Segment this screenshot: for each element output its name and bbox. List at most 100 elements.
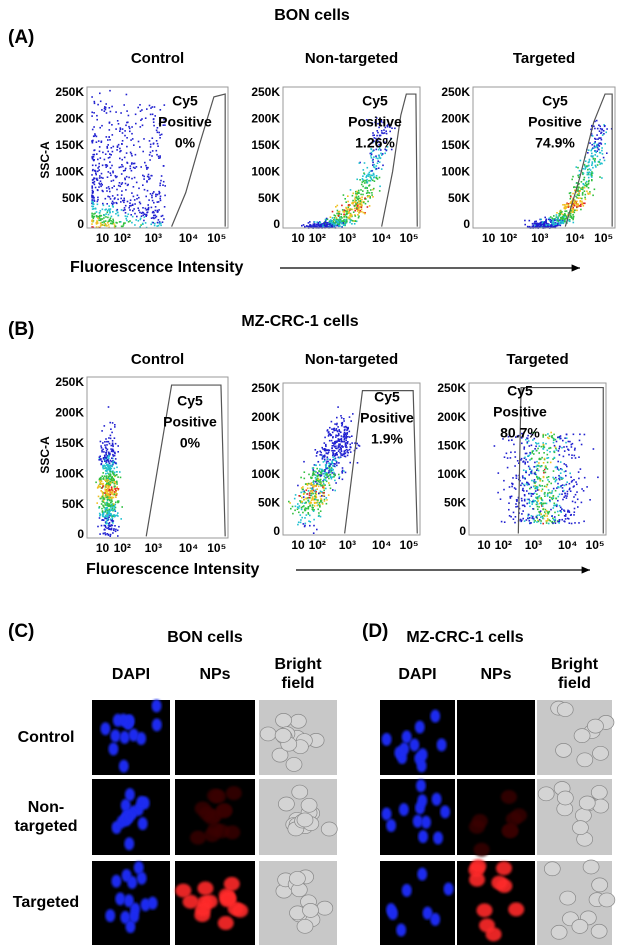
event-dot bbox=[98, 215, 101, 218]
event-dot bbox=[531, 450, 534, 453]
event-dot bbox=[117, 489, 119, 491]
event-dot bbox=[384, 141, 386, 144]
event-dot bbox=[349, 213, 352, 216]
event-dot bbox=[111, 442, 114, 445]
event-dot bbox=[538, 458, 540, 460]
event-dot bbox=[378, 161, 381, 163]
y-axis-label: SSC-A bbox=[38, 141, 52, 179]
event-dot bbox=[598, 161, 601, 163]
event-dot bbox=[150, 107, 152, 109]
y-tick-label: 0 bbox=[459, 524, 466, 538]
event-dot bbox=[346, 432, 349, 434]
event-dot bbox=[114, 197, 116, 199]
event-dot bbox=[345, 201, 347, 203]
nucleus bbox=[422, 906, 433, 920]
event-dot bbox=[567, 518, 570, 520]
event-dot bbox=[373, 140, 375, 142]
event-dot bbox=[549, 220, 551, 222]
event-dot bbox=[330, 477, 333, 480]
event-dot bbox=[100, 176, 103, 179]
event-dot bbox=[384, 148, 386, 151]
event-dot bbox=[109, 478, 112, 481]
event-dot bbox=[106, 489, 108, 491]
event-dot bbox=[101, 483, 103, 485]
event-dot bbox=[373, 166, 376, 169]
event-dot bbox=[113, 491, 116, 493]
event-dot bbox=[147, 173, 150, 176]
event-dot bbox=[105, 468, 108, 470]
event-dot bbox=[91, 128, 94, 131]
event-dot bbox=[104, 489, 107, 492]
event-dot bbox=[333, 465, 336, 467]
x-tick-label: 10 bbox=[291, 538, 305, 552]
event-dot bbox=[304, 507, 307, 509]
event-dot bbox=[540, 445, 543, 448]
event-dot bbox=[557, 223, 559, 226]
gate-label: Positive bbox=[348, 114, 402, 130]
event-dot bbox=[111, 195, 114, 197]
event-dot bbox=[338, 462, 340, 464]
x-tick-label: 10³ bbox=[339, 538, 356, 552]
event-dot bbox=[561, 218, 564, 221]
event-dot bbox=[115, 491, 117, 494]
event-dot bbox=[334, 218, 336, 221]
event-dot bbox=[522, 483, 525, 486]
event-dot bbox=[560, 468, 562, 470]
event-dot bbox=[107, 465, 109, 467]
event-dot bbox=[591, 156, 594, 158]
event-dot bbox=[583, 190, 586, 192]
event-dot bbox=[553, 502, 556, 505]
event-dot bbox=[102, 442, 104, 444]
event-dot bbox=[109, 153, 111, 155]
event-dot bbox=[346, 433, 348, 435]
event-dot bbox=[142, 214, 145, 216]
event-dot bbox=[541, 488, 544, 491]
event-dot bbox=[341, 478, 344, 481]
event-dot bbox=[288, 500, 290, 503]
event-dot bbox=[548, 519, 551, 521]
gate-label: Cy5 bbox=[362, 93, 388, 109]
event-dot bbox=[104, 467, 107, 469]
event-dot bbox=[135, 219, 137, 221]
event-dot bbox=[103, 425, 106, 427]
event-dot bbox=[520, 484, 522, 487]
event-dot bbox=[547, 479, 549, 481]
event-dot bbox=[158, 209, 160, 211]
event-dot bbox=[364, 187, 366, 189]
event-dot bbox=[533, 466, 535, 468]
event-dot bbox=[338, 446, 340, 448]
event-dot bbox=[159, 134, 161, 136]
event-dot bbox=[93, 100, 96, 103]
event-dot bbox=[134, 113, 137, 116]
event-dot bbox=[334, 457, 337, 460]
event-dot bbox=[298, 511, 300, 514]
event-dot bbox=[302, 488, 304, 491]
event-dot bbox=[106, 479, 109, 482]
event-dot bbox=[552, 219, 554, 222]
event-dot bbox=[154, 214, 156, 217]
event-dot bbox=[99, 485, 101, 488]
event-dot bbox=[300, 508, 303, 511]
event-dot bbox=[591, 179, 593, 181]
event-dot bbox=[340, 216, 343, 218]
event-dot bbox=[587, 168, 589, 171]
event-dot bbox=[313, 499, 315, 501]
event-dot bbox=[512, 518, 515, 520]
event-dot bbox=[111, 509, 114, 511]
event-dot bbox=[515, 436, 517, 438]
event-dot bbox=[105, 451, 108, 454]
event-dot bbox=[337, 450, 340, 452]
event-dot bbox=[536, 489, 539, 491]
event-dot bbox=[101, 492, 104, 494]
event-dot bbox=[588, 173, 590, 176]
event-dot bbox=[547, 511, 550, 514]
event-dot bbox=[106, 512, 108, 514]
event-dot bbox=[347, 200, 349, 203]
event-dot bbox=[522, 517, 524, 520]
event-dot bbox=[300, 491, 302, 494]
event-dot bbox=[570, 476, 572, 478]
event-dot bbox=[521, 504, 524, 507]
event-dot bbox=[524, 456, 526, 459]
event-dot bbox=[103, 451, 105, 453]
plot-title: Non-targeted bbox=[305, 351, 398, 368]
